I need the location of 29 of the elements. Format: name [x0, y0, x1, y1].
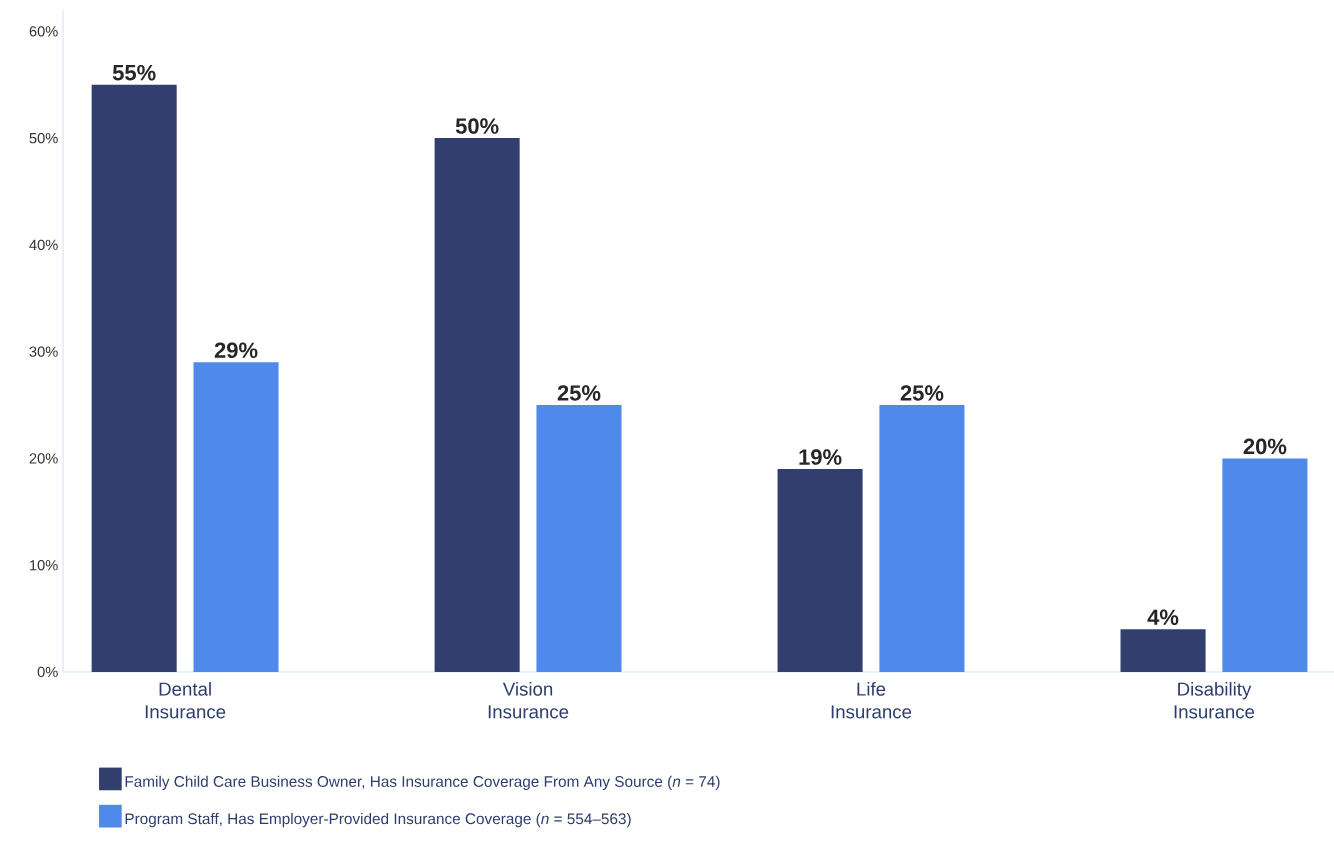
x-tick-label: Disability Insurance	[1174, 682, 1255, 719]
x-tick-label: Life Insurance	[831, 682, 912, 719]
bar	[193, 362, 279, 672]
bar	[777, 469, 863, 672]
data-label: 19%	[799, 449, 842, 465]
y-tick-label: 10%	[30, 560, 58, 571]
data-label: 25%	[557, 385, 601, 401]
bar	[91, 84, 177, 672]
x-tick-label: Vision Insurance	[488, 682, 569, 719]
data-label: 25%	[900, 385, 944, 401]
bar	[536, 405, 622, 672]
bar	[434, 138, 520, 672]
bar	[1120, 629, 1206, 672]
y-tick-label: 30%	[29, 346, 58, 357]
legend-label: Family Child Care Business Owner, Has Insurance Coverage From Any Source (n = 74)	[125, 775, 720, 790]
x-tick-label: Dental Insurance	[145, 682, 226, 719]
bar	[879, 405, 965, 672]
data-label: 50%	[455, 118, 499, 134]
y-tick-label: 50%	[29, 132, 58, 144]
y-tick-label: 20%	[29, 453, 58, 464]
data-label: 55%	[112, 64, 156, 81]
legend-label: Program Staff, Has Employer-Provided Insurance Coverage (n = 554–563)	[125, 812, 631, 828]
data-label: 29%	[214, 342, 258, 359]
bar	[1222, 458, 1308, 672]
data-label: 4%	[1147, 609, 1179, 626]
y-tick-label: 40%	[29, 239, 58, 251]
y-tick-label: 60%	[29, 26, 58, 37]
y-tick-label: 0%	[37, 666, 58, 678]
data-label: 20%	[1243, 438, 1287, 455]
